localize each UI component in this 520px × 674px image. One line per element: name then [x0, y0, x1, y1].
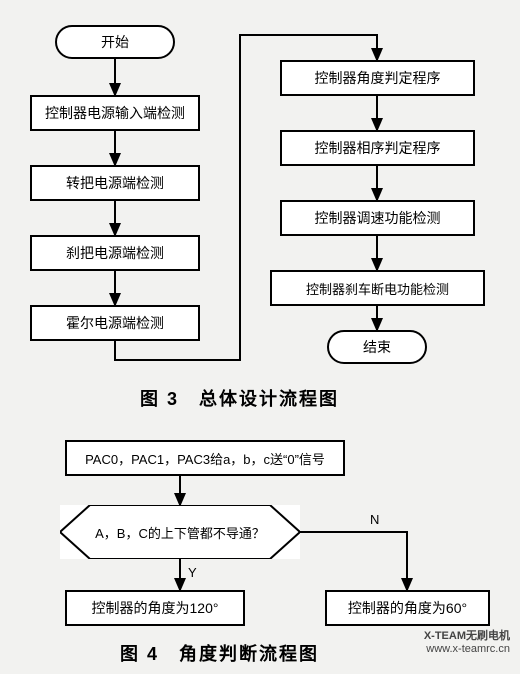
m2-label: 控制器相序判定程序 [315, 138, 441, 158]
start-label: 开始 [101, 32, 129, 52]
n3-label: 刹把电源端检测 [66, 243, 164, 263]
branch-no-label: N [370, 512, 379, 527]
process-result-120: 控制器的角度为120° [65, 590, 245, 626]
m1-label: 控制器角度判定程序 [315, 68, 441, 88]
n4-label: 霍尔电源端检测 [66, 313, 164, 333]
fig4-caption: 图 4 角度判断流程图 [120, 640, 319, 666]
m3-label: 控制器调速功能检测 [315, 208, 441, 228]
m4-label: 控制器刹车断电功能检测 [306, 279, 449, 298]
process-throttle-check: 转把电源端检测 [30, 165, 200, 201]
canvas: 开始 控制器电源输入端检测 转把电源端检测 刹把电源端检测 霍尔电源端检测 控制… [0, 0, 520, 674]
n1-label: 控制器电源输入端检测 [45, 103, 185, 123]
watermark-line2: www.x-teamrc.cn [424, 643, 510, 656]
n-label: 控制器的角度为60° [348, 598, 467, 618]
process-pac-signal: PAC0，PAC1，PAC3给a，b，c送“0”信号 [65, 440, 345, 476]
branch-yes-label: Y [188, 565, 197, 580]
n2-label: 转把电源端检测 [66, 173, 164, 193]
p0-label: PAC0，PAC1，PAC3给a，b，c送“0”信号 [85, 449, 325, 468]
watermark-line1: X-TEAM无刷电机 [424, 630, 510, 643]
fig3-caption: 图 3 总体设计流程图 [140, 385, 339, 411]
end-label: 结束 [363, 337, 391, 357]
process-brake-cutoff-check: 控制器刹车断电功能检测 [270, 270, 485, 306]
process-speed-check: 控制器调速功能检测 [280, 200, 475, 236]
process-result-60: 控制器的角度为60° [325, 590, 490, 626]
decision-conduction: A，B，C的上下管都不导通？ [60, 505, 300, 559]
watermark: X-TEAM无刷电机 www.x-teamrc.cn [424, 630, 510, 656]
process-hall-check: 霍尔电源端检测 [30, 305, 200, 341]
start-node: 开始 [55, 25, 175, 59]
process-power-input-check: 控制器电源输入端检测 [30, 95, 200, 131]
process-brake-check: 刹把电源端检测 [30, 235, 200, 271]
end-node: 结束 [327, 330, 427, 364]
process-phase-judge: 控制器相序判定程序 [280, 130, 475, 166]
y-label: 控制器的角度为120° [92, 598, 219, 618]
d-label: A，B，C的上下管都不导通？ [95, 523, 265, 542]
process-angle-judge: 控制器角度判定程序 [280, 60, 475, 96]
